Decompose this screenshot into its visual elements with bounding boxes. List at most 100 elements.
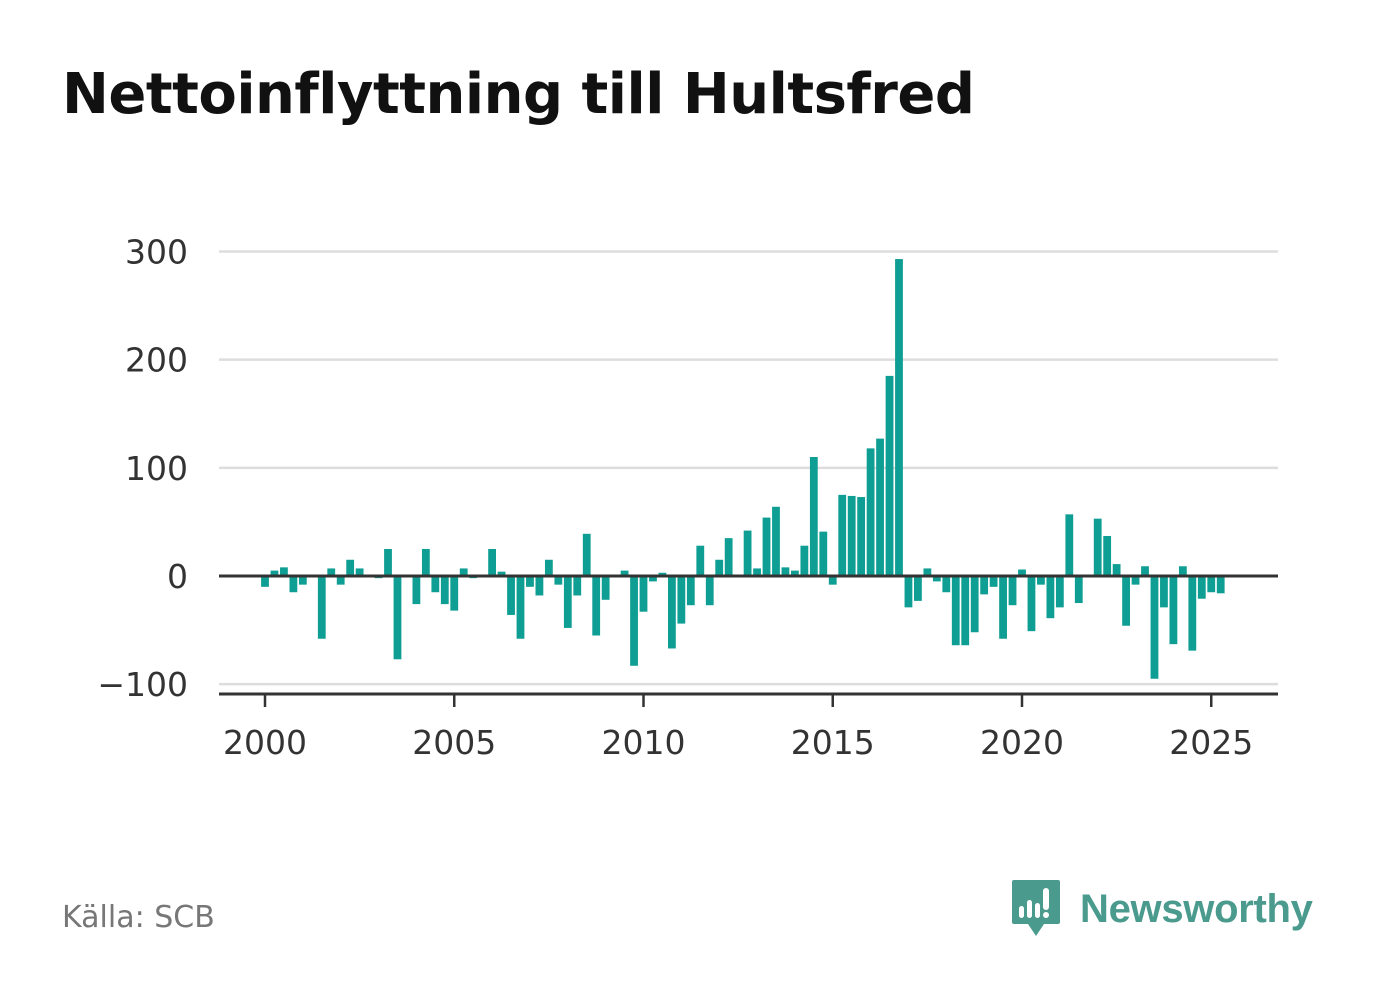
bar xyxy=(989,576,998,587)
bar xyxy=(526,576,534,587)
bar xyxy=(1197,576,1206,599)
bar xyxy=(639,576,648,612)
y-tick-label: −100 xyxy=(97,665,188,704)
bar xyxy=(800,545,809,576)
bar xyxy=(1216,576,1225,594)
bar xyxy=(516,576,525,639)
bar xyxy=(914,576,922,601)
bar xyxy=(1160,576,1168,608)
bar xyxy=(563,576,572,628)
bar xyxy=(261,576,269,587)
x-tick-label: 2005 xyxy=(412,723,496,762)
bar xyxy=(791,570,799,576)
y-tick-label: 100 xyxy=(125,449,188,488)
bar xyxy=(327,568,336,576)
bar xyxy=(781,567,790,576)
bar xyxy=(1207,576,1216,593)
bar xyxy=(270,570,279,576)
bar xyxy=(573,576,582,596)
x-tick-label: 2015 xyxy=(791,723,875,762)
bar xyxy=(544,559,553,576)
bar xyxy=(497,571,506,576)
bar xyxy=(620,570,629,576)
bar xyxy=(847,495,856,576)
bar xyxy=(1122,576,1130,626)
bar xyxy=(535,576,544,596)
bar xyxy=(705,576,714,606)
bar xyxy=(866,448,875,576)
bar xyxy=(582,533,591,576)
bar xyxy=(601,576,610,600)
bar xyxy=(1065,514,1074,576)
bar xyxy=(819,531,828,576)
bar xyxy=(440,576,449,605)
bar xyxy=(507,576,515,615)
bar xyxy=(904,576,913,608)
bar xyxy=(1131,576,1140,585)
bar xyxy=(970,576,979,633)
bar xyxy=(762,517,771,576)
bar xyxy=(942,576,951,593)
bar xyxy=(1008,576,1017,606)
bar xyxy=(1055,576,1064,608)
newsworthy-logo-icon xyxy=(1012,880,1060,936)
bar xyxy=(876,438,884,576)
chart-title: Nettoinflyttning till Hultsfred xyxy=(62,62,975,127)
axes xyxy=(219,574,1278,696)
bar xyxy=(1027,576,1036,632)
bar xyxy=(753,568,761,576)
bar xyxy=(857,497,866,576)
source-label: Källa: SCB xyxy=(62,900,215,935)
bar xyxy=(980,576,989,595)
bar xyxy=(1141,566,1149,576)
bar xyxy=(355,568,364,576)
bar xyxy=(743,530,752,576)
bar xyxy=(384,548,392,576)
bar xyxy=(393,576,402,660)
bar xyxy=(1018,569,1026,576)
bar xyxy=(280,567,288,576)
bar xyxy=(346,559,355,576)
bar xyxy=(772,506,780,576)
y-tick-label: 0 xyxy=(167,557,188,596)
bar xyxy=(317,576,326,639)
bar xyxy=(1169,576,1178,645)
x-tick-label: 2000 xyxy=(223,723,307,762)
y-tick-label: 300 xyxy=(125,232,188,271)
bar xyxy=(649,576,657,582)
bar xyxy=(828,576,837,585)
bar xyxy=(677,576,686,624)
brand-name: Newsworthy xyxy=(1080,886,1313,931)
bar xyxy=(686,576,695,606)
brand-logo[interactable]: Newsworthy xyxy=(1010,878,1313,940)
bar xyxy=(630,576,638,666)
bar xyxy=(658,572,667,576)
bar xyxy=(724,538,733,576)
y-axis-ticks: 300 200 100 0 −100 xyxy=(97,232,188,704)
bar xyxy=(450,576,459,611)
bar xyxy=(1112,564,1121,576)
bar xyxy=(667,576,676,649)
bar xyxy=(431,576,440,593)
bar xyxy=(1046,576,1055,619)
bar xyxy=(1037,576,1045,585)
bar xyxy=(592,576,601,636)
bar xyxy=(298,576,307,585)
bar xyxy=(961,576,970,646)
bar xyxy=(421,548,430,576)
bar xyxy=(412,576,421,605)
bar xyxy=(1150,576,1159,679)
bar xyxy=(696,545,705,576)
bar xyxy=(885,375,894,576)
bar xyxy=(289,576,298,593)
bar xyxy=(932,576,941,582)
y-tick-label: 200 xyxy=(125,341,188,380)
bar xyxy=(895,259,903,576)
x-axis-ticks: 2000 2005 2010 2015 2020 2025 xyxy=(223,694,1253,762)
x-tick-label: 2025 xyxy=(1169,723,1253,762)
bar xyxy=(1188,576,1197,651)
bar xyxy=(923,568,932,576)
bar xyxy=(1178,566,1187,576)
x-tick-label: 2020 xyxy=(980,723,1064,762)
